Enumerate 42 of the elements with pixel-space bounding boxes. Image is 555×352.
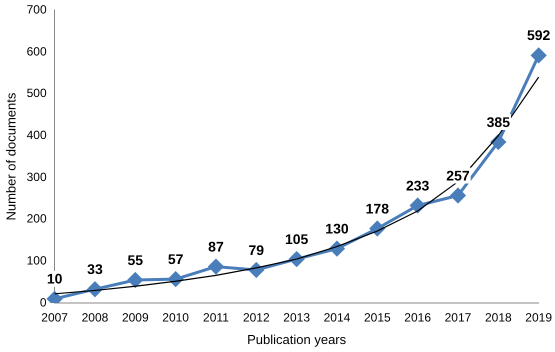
x-axis-title: Publication years (247, 332, 347, 347)
x-tick-label: 2016 (404, 310, 432, 325)
data-label: 87 (208, 238, 224, 254)
x-tick-label: 2012 (242, 310, 270, 325)
y-tick-label: 0 (40, 295, 47, 310)
data-label: 79 (248, 242, 264, 258)
data-label: 55 (128, 252, 144, 268)
x-tick-label: 2009 (122, 310, 149, 325)
x-tick-label: 2010 (162, 310, 190, 325)
point (128, 272, 143, 288)
data-label: 130 (325, 220, 349, 236)
y-tick-label: 300 (26, 170, 47, 184)
data-label: 385 (486, 114, 510, 130)
x-tick-label: 2011 (203, 310, 230, 325)
x-tick-label: 2014 (324, 310, 351, 325)
y-axis-title: Number of documents (3, 92, 18, 221)
data-label: 105 (284, 230, 309, 247)
x-tick-label: 2013 (283, 310, 310, 325)
point (208, 259, 224, 274)
y-tick-label: 600 (26, 44, 47, 58)
data-label: 57 (168, 251, 184, 268)
point (410, 198, 426, 214)
data-label: 178 (366, 200, 390, 216)
data-label: 233 (406, 177, 430, 194)
data-label: 33 (87, 261, 103, 278)
data-label: 257 (446, 167, 470, 184)
y-tick-label: 500 (26, 86, 47, 100)
x-tick-label: 2008 (82, 310, 109, 325)
data-label: 10 (46, 270, 63, 287)
x-tick-label: 2019 (525, 310, 552, 325)
x-tick-label: 2007 (41, 310, 68, 325)
y-tick-label: 200 (26, 212, 47, 226)
point (450, 188, 466, 203)
point (490, 134, 506, 150)
y-tick-label: 400 (26, 128, 47, 142)
y-tick-label: 100 (26, 253, 47, 268)
y-tick-label: 700 (26, 2, 47, 17)
point (531, 48, 546, 63)
x-tick-label: 2017 (444, 310, 472, 325)
x-tick-label: 2018 (484, 310, 512, 325)
x-tick-label: 2015 (364, 310, 391, 325)
data-label: 592 (526, 27, 551, 44)
